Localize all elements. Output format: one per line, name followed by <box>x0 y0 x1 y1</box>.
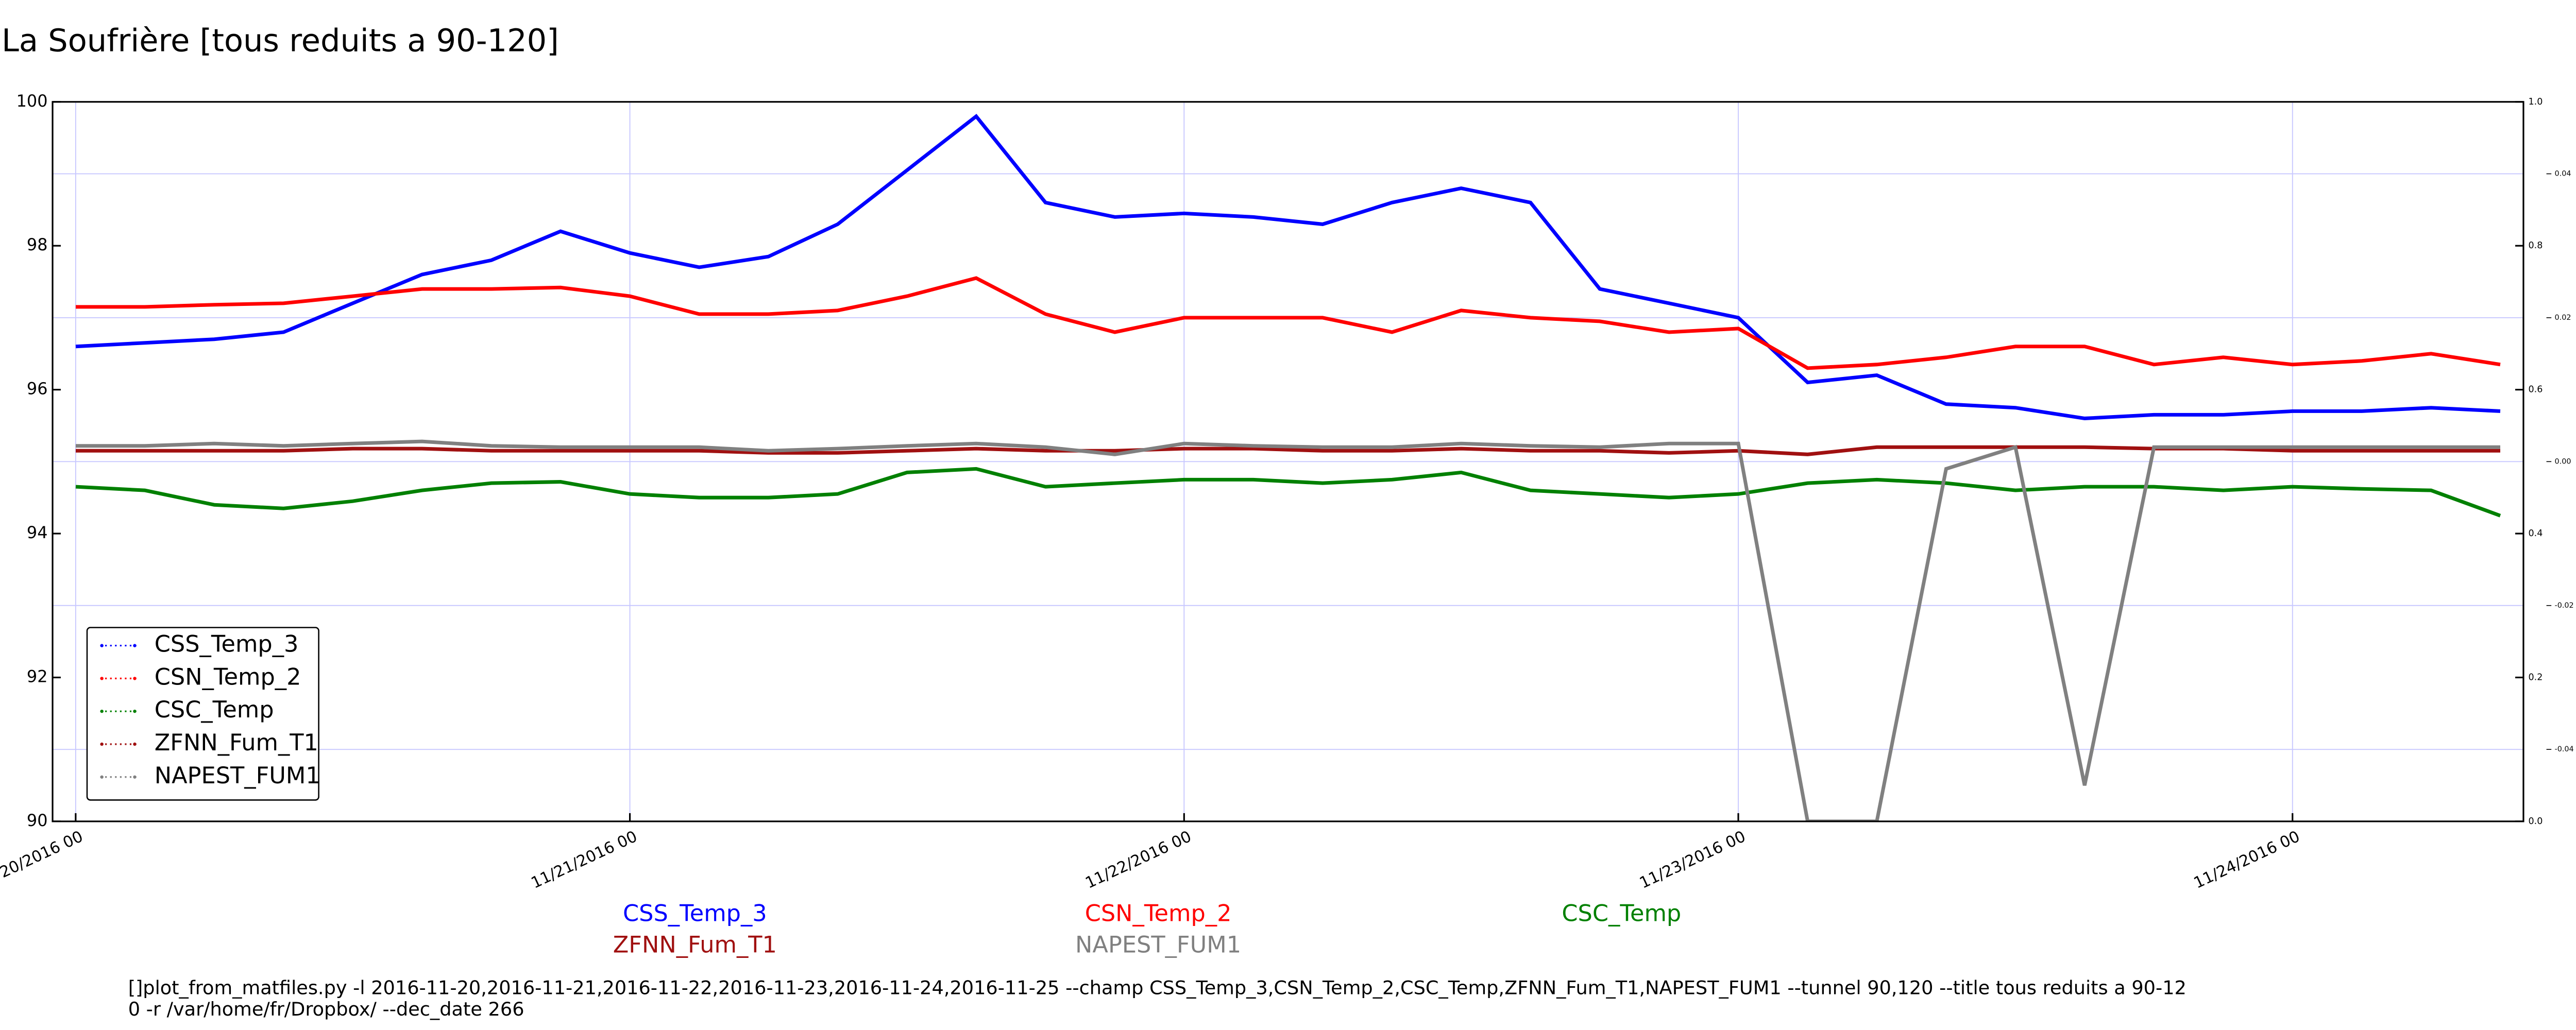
y3-tick-label: -0.02 <box>2555 602 2574 610</box>
y2-tick-label: 0.2 <box>2529 672 2543 682</box>
legend-marker <box>133 709 137 713</box>
figure-legend-label: CSN_Temp_2 <box>1085 900 1232 927</box>
x-tick-label: 11/21/2016 00 <box>529 828 640 892</box>
legend-marker <box>100 677 104 680</box>
y-tick-label: 100 <box>16 91 48 111</box>
series-line <box>76 445 2500 456</box>
figure-legend-label: NAPEST_FUM1 <box>1075 931 1241 958</box>
y2-tick-label: 0.8 <box>2529 241 2543 251</box>
legend-marker <box>133 677 137 680</box>
legend-marker <box>100 644 104 647</box>
y3-tick-label: 0.04 <box>2555 169 2571 178</box>
y2-tick-label: 0.6 <box>2529 385 2543 395</box>
y-tick-label: 98 <box>27 235 48 254</box>
legend-label: CSS_Temp_3 <box>155 631 299 658</box>
legend-label: NAPEST_FUM1 <box>155 762 320 789</box>
legend-marker <box>133 742 137 746</box>
y-tick-label: 90 <box>27 811 48 830</box>
series-line <box>76 276 2501 370</box>
x-tick-label: 11/23/2016 00 <box>1637 828 1749 892</box>
legend-marker <box>100 742 104 746</box>
legend-box <box>86 627 319 801</box>
y2-tick-label: 1.0 <box>2529 97 2543 107</box>
legend-marker <box>133 644 137 647</box>
y2-tick-label: 0.0 <box>2529 816 2543 827</box>
figure-legend-label: CSS_Temp_3 <box>623 900 767 927</box>
x-tick-label: 11/22/2016 00 <box>1082 828 1194 892</box>
legend-label: CSC_Temp <box>155 696 274 723</box>
y-tick-label: 96 <box>27 379 48 399</box>
chart-title: La Soufrière [tous reduits a 90-120] <box>2 23 559 59</box>
series-line <box>75 467 2501 518</box>
y2-tick-label: 0.4 <box>2529 528 2543 539</box>
y3-tick-label: 0.00 <box>2555 457 2571 466</box>
legend-marker <box>133 775 137 779</box>
figure-legend-label: ZFNN_Fum_T1 <box>613 931 777 958</box>
footer-text: 0 -r /var/home/fr/Dropbox/ --dec_date 26… <box>128 998 524 1020</box>
series-line <box>75 113 2501 420</box>
y3-tick-label: 0.02 <box>2555 314 2571 322</box>
footer-text: []plot_from_matfiles.py -l 2016-11-20,20… <box>128 977 2187 999</box>
figure-legend-label: CSC_Temp <box>1562 900 1681 927</box>
series-line <box>76 439 2500 821</box>
y3-tick-label: -0.04 <box>2555 745 2574 753</box>
x-tick-label: 11/24/2016 00 <box>2191 828 2303 892</box>
plot-frame <box>52 101 2524 822</box>
legend-label: ZFNN_Fum_T1 <box>155 729 318 756</box>
y-tick-label: 94 <box>27 523 48 542</box>
legend-marker <box>100 775 104 779</box>
x-tick-label: 11/20/2016 00 <box>0 828 86 892</box>
y-tick-label: 92 <box>27 666 48 686</box>
legend-marker <box>100 709 104 713</box>
legend-label: CSN_Temp_2 <box>155 663 301 690</box>
